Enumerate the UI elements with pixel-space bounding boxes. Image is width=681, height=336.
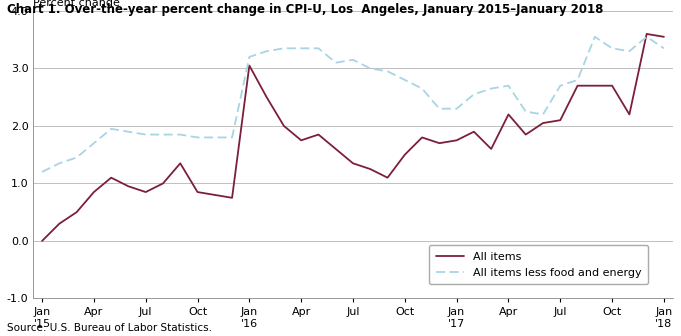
All items less food and energy [539, 113, 547, 117]
All items [142, 190, 150, 194]
All items less food and energy [107, 127, 115, 131]
All items less food and energy [453, 107, 461, 111]
All items less food and energy [297, 46, 305, 50]
All items less food and energy [193, 135, 202, 139]
Line: All items: All items [42, 34, 664, 241]
All items [453, 138, 461, 142]
All items less food and energy [263, 49, 271, 53]
Text: Chart 1. Over-the-year percent change in CPI-U, Los  Angeles, January 2015–Janua: Chart 1. Over-the-year percent change in… [7, 3, 603, 16]
Text: Percent change: Percent change [33, 0, 121, 8]
All items less food and energy [245, 55, 253, 59]
All items [193, 190, 202, 194]
All items less food and energy [315, 46, 323, 50]
All items [573, 84, 582, 88]
All items [349, 161, 357, 165]
All items [107, 176, 115, 180]
All items less food and energy [573, 78, 582, 82]
All items [383, 176, 392, 180]
All items less food and energy [332, 61, 340, 65]
All items less food and energy [625, 49, 633, 53]
All items less food and energy [608, 46, 616, 50]
All items less food and energy [470, 92, 478, 96]
All items less food and energy [418, 87, 426, 91]
All items [643, 32, 651, 36]
All items [366, 167, 375, 171]
All items less food and energy [522, 110, 530, 114]
All items less food and energy [176, 132, 185, 136]
All items less food and energy [73, 156, 81, 160]
All items [332, 147, 340, 151]
All items [470, 130, 478, 134]
All items less food and energy [435, 107, 443, 111]
All items [228, 196, 236, 200]
All items [539, 121, 547, 125]
All items [245, 64, 253, 68]
All items less food and energy [643, 35, 651, 39]
All items less food and energy [142, 132, 150, 136]
All items [556, 118, 565, 122]
All items less food and energy [383, 69, 392, 73]
All items less food and energy [228, 135, 236, 139]
All items [315, 132, 323, 136]
All items [625, 113, 633, 117]
All items [435, 141, 443, 145]
All items less food and energy [38, 170, 46, 174]
All items [660, 35, 668, 39]
All items [522, 132, 530, 136]
All items [280, 124, 288, 128]
All items less food and energy [505, 84, 513, 88]
All items [418, 135, 426, 139]
Text: Source: U.S. Bureau of Labor Statistics.: Source: U.S. Bureau of Labor Statistics. [7, 323, 212, 333]
All items [90, 190, 98, 194]
All items less food and energy [125, 130, 133, 134]
All items less food and energy [556, 84, 565, 88]
Line: All items less food and energy: All items less food and energy [42, 37, 664, 172]
All items less food and energy [487, 87, 495, 91]
Legend: All items, All items less food and energy: All items, All items less food and energ… [429, 245, 648, 284]
All items less food and energy [90, 141, 98, 145]
All items [38, 239, 46, 243]
All items [176, 161, 185, 165]
All items [297, 138, 305, 142]
All items [400, 153, 409, 157]
All items less food and energy [55, 161, 63, 165]
All items less food and energy [366, 67, 375, 71]
All items [55, 222, 63, 226]
All items [159, 181, 167, 185]
All items less food and energy [660, 46, 668, 50]
All items [263, 95, 271, 99]
All items [505, 113, 513, 117]
All items [73, 210, 81, 214]
All items less food and energy [349, 58, 357, 62]
All items less food and energy [159, 132, 167, 136]
All items less food and energy [210, 135, 219, 139]
All items [608, 84, 616, 88]
All items [590, 84, 599, 88]
All items [210, 193, 219, 197]
All items [125, 184, 133, 188]
All items less food and energy [280, 46, 288, 50]
All items less food and energy [590, 35, 599, 39]
All items less food and energy [400, 78, 409, 82]
All items [487, 147, 495, 151]
